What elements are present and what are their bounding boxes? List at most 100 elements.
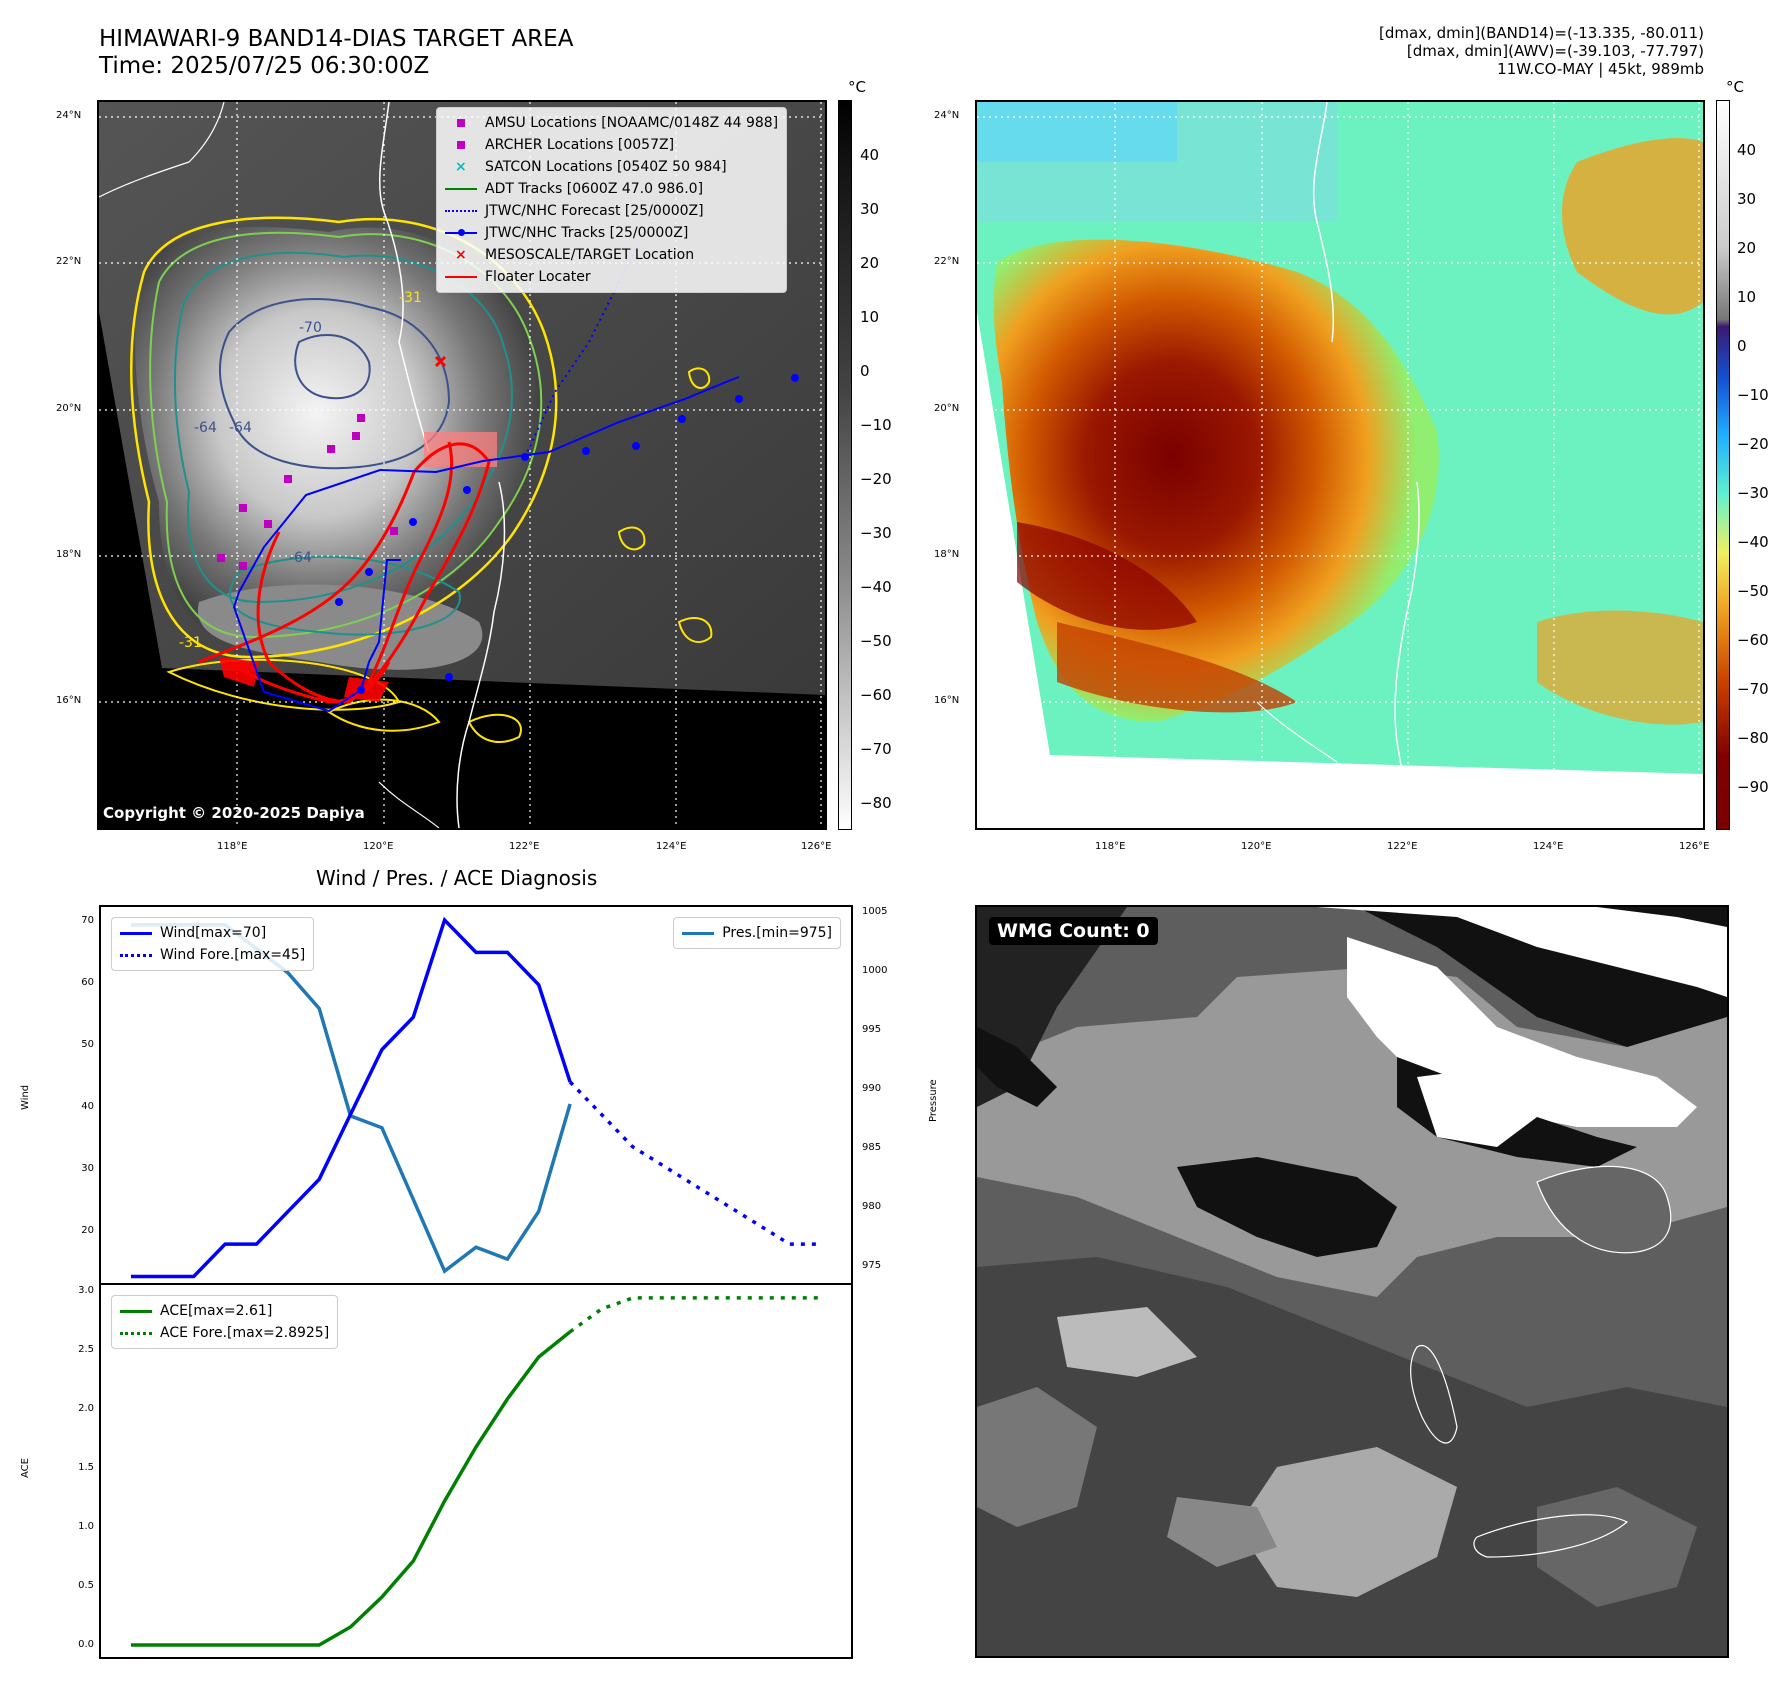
- y-tick: 975: [862, 1260, 882, 1271]
- y-tick: 0.5: [78, 1580, 94, 1591]
- x-marker-icon: ×: [455, 247, 467, 263]
- pres-ylabel: Pressure: [928, 1079, 939, 1122]
- lat-label: 16°N: [934, 695, 960, 706]
- pres-legend: Pres.[min=975]: [673, 917, 841, 949]
- wind-legend: Wind[max=70] Wind Fore.[max=45]: [111, 917, 315, 971]
- ace-legend: ACE[max=2.61] ACE Fore.[max=2.8925]: [111, 1295, 339, 1349]
- colorbar-tick: −20: [860, 470, 892, 488]
- legend-label: Wind Fore.[max=45]: [160, 947, 306, 963]
- y-tick: 1005: [862, 906, 888, 917]
- amsu-archer-markers: [217, 414, 398, 570]
- legend-row-wind: Wind[max=70]: [120, 922, 305, 944]
- wv-map-panel: [975, 100, 1705, 830]
- wind-line: [131, 916, 572, 1279]
- legend-row-amsu: AMSU Locations [NOAAMC/0148Z 44 988]: [445, 112, 778, 134]
- line-marker-icon: [445, 182, 477, 196]
- colorbar-tick: −70: [1737, 680, 1769, 698]
- contour-label: -64: [194, 420, 217, 436]
- legend-label: MESOSCALE/TARGET Location: [485, 247, 695, 263]
- contour-label: -70: [299, 320, 322, 336]
- colorbar-tick: −40: [1737, 533, 1769, 551]
- ace-ylabel: ACE: [20, 1458, 31, 1478]
- legend-label: ADT Tracks [0600Z 47.0 986.0]: [485, 181, 704, 197]
- pres-axis-ticks: 1005 1000 995 990 985 980 975: [862, 906, 887, 1319]
- contour-label: -64: [289, 550, 312, 566]
- pressure-line: [131, 923, 572, 1274]
- y-tick: 20: [81, 1225, 94, 1236]
- ace-line: [131, 1330, 572, 1647]
- legend-row-jtwc-tracks: JTWC/NHC Tracks [25/0000Z]: [445, 222, 778, 244]
- y-tick: 60: [81, 977, 94, 988]
- title-line-1: HIMAWARI-9 BAND14-DIAS TARGET AREA: [99, 26, 574, 52]
- colorbar-tick: 30: [860, 200, 880, 218]
- wind-axis-ticks: 70 60 50 40 30 20: [58, 915, 94, 1287]
- figure-title: HIMAWARI-9 BAND14-DIAS TARGET AREA Time:…: [99, 26, 573, 80]
- jtwc-forecast: [524, 241, 640, 458]
- wv-colorbar: [1716, 100, 1730, 830]
- colorbar-tick: 40: [1737, 141, 1757, 159]
- y-tick: 50: [81, 1039, 94, 1050]
- ace-axis-ticks: 3.0 2.5 2.0 1.5 1.0 0.5 0.0: [58, 1285, 94, 1698]
- y-tick: 30: [81, 1163, 94, 1174]
- legend-label: SATCON Locations [0540Z 50 984]: [485, 159, 727, 175]
- colorbar-tick: −20: [1737, 435, 1769, 453]
- legend-label: ACE Fore.[max=2.8925]: [160, 1325, 330, 1341]
- colorbar-tick: −90: [1737, 778, 1769, 796]
- line-marker-icon: [120, 1304, 152, 1318]
- lon-label: 124°E: [656, 841, 687, 852]
- legend-label: JTWC/NHC Tracks [25/0000Z]: [485, 225, 689, 241]
- wind-ylabel: Wind: [20, 1084, 31, 1110]
- target-area-box: [424, 432, 497, 467]
- wind-forecast-line: [568, 1080, 821, 1246]
- wv-map-image: [977, 102, 1703, 828]
- lat-label: 20°N: [934, 403, 960, 414]
- wv-colorbar-ticks: 40 30 20 10 0 −10 −20 −30 −40 −50 −60 −7…: [1737, 141, 1769, 827]
- legend-label: JTWC/NHC Forecast [25/0000Z]: [485, 203, 704, 219]
- ir-colorbar-ticks: 40 30 20 10 0 −10 −20 −30 −40 −50 −60 −7…: [860, 146, 892, 848]
- dotted-line-icon: [445, 204, 477, 218]
- legend-row-archer: ARCHER Locations [0057Z]: [445, 134, 778, 156]
- contour-label: -31: [399, 290, 422, 306]
- colorbar-tick: −10: [860, 416, 892, 434]
- lon-label: 126°E: [801, 841, 832, 852]
- colorbar-tick: 10: [1737, 288, 1757, 306]
- contour-label: -64: [229, 420, 252, 436]
- colorbar-tick: −50: [860, 632, 892, 650]
- colorbar-tick: 20: [860, 254, 880, 272]
- y-tick: 985: [862, 1142, 882, 1153]
- line-marker-icon: [120, 926, 152, 940]
- lon-label: 126°E: [1679, 841, 1710, 852]
- legend-label: ARCHER Locations [0057Z]: [485, 137, 675, 153]
- stats-line-2: [dmax, dmin](AWV)=(-39.103, -77.797): [1406, 42, 1704, 60]
- lon-label: 120°E: [363, 841, 394, 852]
- lon-label: 120°E: [1241, 841, 1272, 852]
- y-tick: 3.0: [78, 1285, 94, 1296]
- legend-label: Wind[max=70]: [160, 925, 267, 941]
- colorbar-tick: −70: [860, 740, 892, 758]
- target-location-marker: [434, 355, 447, 368]
- y-tick: 1000: [862, 965, 888, 976]
- wmg-panel: WMG Count: 0: [975, 905, 1729, 1658]
- line-dot-icon: [445, 226, 477, 240]
- jtwc-track: [232, 374, 799, 713]
- y-tick: 2.5: [78, 1344, 94, 1355]
- wv-colorbar-unit: °C: [1726, 78, 1744, 96]
- colorbar-tick: −60: [1737, 631, 1769, 649]
- lat-label: 24°N: [56, 110, 82, 121]
- ace-plot: ACE[max=2.61] ACE Fore.[max=2.8925]: [99, 1283, 853, 1659]
- legend-label: Pres.[min=975]: [722, 925, 832, 941]
- wmg-image: [977, 907, 1727, 1656]
- colorbar-tick: −80: [1737, 729, 1769, 747]
- legend-row-adt: ADT Tracks [0600Z 47.0 986.0]: [445, 178, 778, 200]
- y-tick: 70: [81, 915, 94, 926]
- lat-label: 22°N: [934, 256, 960, 267]
- stats-line-1: [dmax, dmin](BAND14)=(-13.335, -80.011): [1379, 24, 1704, 42]
- title-line-2: Time: 2025/07/25 06:30:00Z: [99, 53, 430, 79]
- ir-map-panel: -70 -64 -64 -31 -31 -64 AMSU Locations […: [97, 100, 827, 830]
- colorbar-tick: −80: [860, 794, 892, 812]
- y-tick: 2.0: [78, 1403, 94, 1414]
- lat-label: 18°N: [934, 549, 960, 560]
- stats-line-3: 11W.CO-MAY | 45kt, 989mb: [1497, 60, 1704, 78]
- colorbar-tick: 40: [860, 146, 880, 164]
- colorbar-tick: 30: [1737, 190, 1757, 208]
